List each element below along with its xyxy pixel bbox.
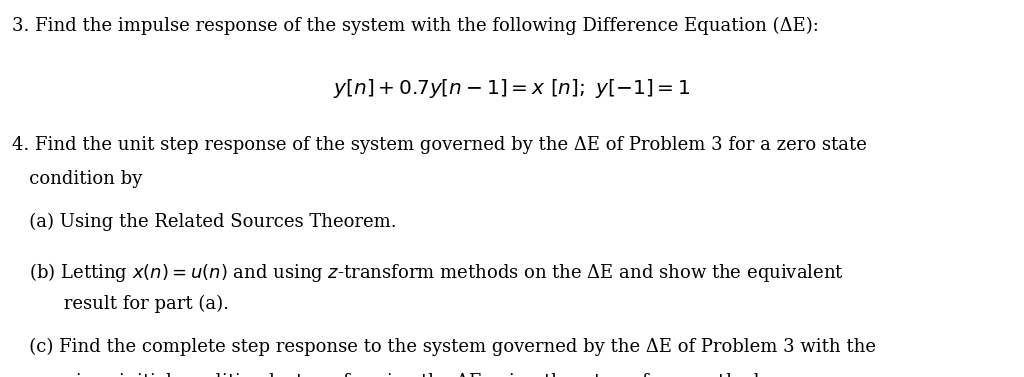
Text: (a) Using the Related Sources Theorem.: (a) Using the Related Sources Theorem. bbox=[12, 213, 397, 231]
Text: given initial condition by transforming the ΔE using the $z$-transform method.: given initial condition by transforming … bbox=[12, 371, 766, 377]
Text: condition by: condition by bbox=[12, 170, 142, 188]
Text: $y[n]+0.7y[n-1] = x\ [n];\ y[-1] = 1$: $y[n]+0.7y[n-1] = x\ [n];\ y[-1] = 1$ bbox=[333, 77, 691, 100]
Text: result for part (a).: result for part (a). bbox=[12, 295, 229, 313]
Text: (c) Find the complete step response to the system governed by the ΔE of Problem : (c) Find the complete step response to t… bbox=[12, 337, 877, 356]
Text: 3. Find the impulse response of the system with the following Difference Equatio: 3. Find the impulse response of the syst… bbox=[12, 17, 819, 35]
Text: (b) Letting $x(n) = u(n)$ and using $z$-transform methods on the ΔE and show the: (b) Letting $x(n) = u(n)$ and using $z$-… bbox=[12, 261, 844, 284]
Text: 4. Find the unit step response of the system governed by the ΔE of Problem 3 for: 4. Find the unit step response of the sy… bbox=[12, 136, 867, 155]
